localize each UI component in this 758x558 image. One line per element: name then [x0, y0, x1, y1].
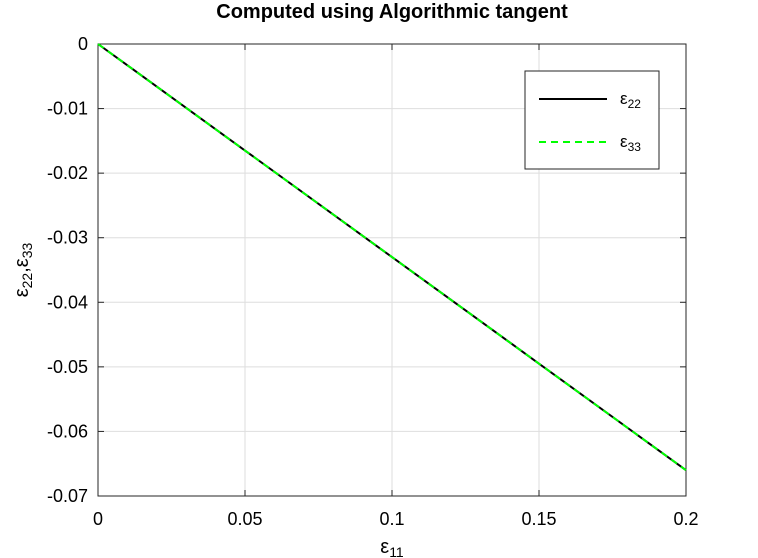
legend-label-e22: ε22	[620, 89, 641, 111]
y-tick-label: -0.06	[47, 421, 88, 441]
ticks: 0 0.05 0.1 0.15 0.2 0 -0.01 -0.02 -0.03 -0.04 -0.0…	[47, 34, 699, 529]
legend-label-e22-sub: 22	[628, 97, 642, 111]
y-axis-label: ε22,ε33	[11, 243, 35, 298]
legend-label-e33-base: ε	[620, 132, 628, 151]
series-group	[97, 43, 687, 471]
x-tick-label: 0.15	[521, 509, 556, 529]
x-tick-label: 0.1	[379, 509, 404, 529]
x-axis-label: ε11	[380, 536, 404, 558]
y-axis-label-sub-2: 33	[19, 243, 35, 259]
legend: ε22 ε33	[524, 70, 660, 170]
chart-title: Computed using Algorithmic tangent	[216, 1, 568, 23]
x-tick-label: 0.05	[227, 509, 262, 529]
x-tick-label: 0	[93, 509, 103, 529]
y-tick-label: -0.01	[47, 99, 88, 119]
y-tick-label: -0.02	[47, 163, 88, 183]
series-line-e33	[97, 43, 687, 471]
y-tick-label: -0.07	[47, 486, 88, 506]
y-tick-label: -0.05	[47, 357, 88, 377]
y-axis-label-sub-1: 22	[19, 273, 35, 289]
x-axis-label-sub: 11	[389, 544, 404, 558]
legend-box	[524, 70, 660, 170]
x-tick-label: 0.2	[673, 509, 698, 529]
x-axis-label-base: ε	[380, 536, 389, 558]
y-tick-label: 0	[78, 34, 88, 54]
y-axis-label-base-1: ε	[11, 288, 33, 297]
legend-label-e33-sub: 33	[628, 140, 642, 154]
y-tick-label: -0.04	[47, 292, 88, 312]
y-axis-label-base-2: ,ε	[11, 258, 33, 273]
legend-label-e33: ε33	[620, 132, 641, 154]
y-tick-label: -0.03	[47, 228, 88, 248]
legend-label-e22-base: ε	[620, 89, 628, 108]
